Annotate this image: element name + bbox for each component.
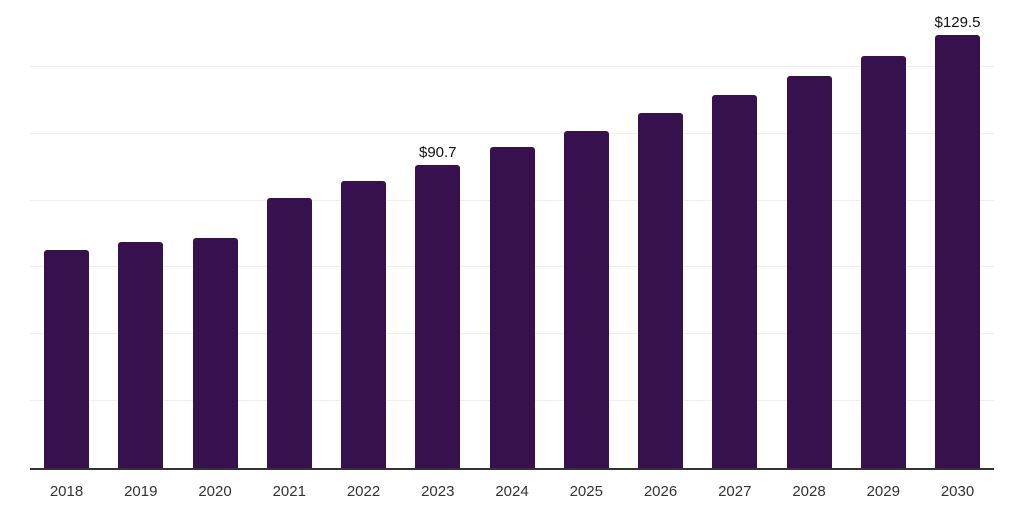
bar-2027: [712, 94, 758, 468]
bar-2028: [786, 75, 832, 468]
x-tick-2028: 2028: [792, 482, 826, 500]
x-axis-line: [30, 468, 994, 470]
gridline-120: [30, 65, 994, 67]
plot-area: $90.7 $129.5: [30, 0, 994, 470]
x-tick-2019: 2019: [124, 482, 158, 500]
x-tick-2021: 2021: [272, 482, 306, 500]
x-axis-labels: 2018 2019 2020 2021 2022 2023 2024 2025 2026 2027…: [44, 470, 980, 512]
bar-2021: [266, 198, 312, 468]
bar-2025: [563, 130, 609, 468]
x-tick-2024: 2024: [495, 482, 529, 500]
bar-value-label-2030: $129.5: [934, 14, 981, 32]
bar-value-label-2023: $90.7: [418, 143, 457, 161]
bar-2026: [638, 112, 683, 468]
x-tick-2027: 2027: [718, 482, 752, 500]
bars-row: $90.7 $129.5: [44, 14, 980, 468]
x-tick-2020: 2020: [198, 482, 232, 500]
bar-2019: [118, 242, 164, 468]
x-tick-2018: 2018: [49, 482, 84, 500]
x-tick-2030: 2030: [940, 482, 975, 500]
x-tick-2029: 2029: [866, 482, 900, 500]
x-tick-2022: 2022: [346, 482, 381, 500]
bar-2030: $129.5: [935, 14, 980, 468]
gridline-100: [30, 132, 994, 134]
bar-2023: $90.7: [415, 144, 461, 468]
x-tick-2023: 2023: [421, 482, 455, 500]
bar-2029: [860, 56, 906, 468]
x-tick-2025: 2025: [569, 482, 603, 500]
bar-2018: [44, 250, 89, 468]
bar-2024: [489, 147, 535, 468]
bar-2020: [192, 238, 238, 468]
bar-2022: [341, 180, 386, 468]
x-tick-2026: 2026: [643, 482, 678, 500]
